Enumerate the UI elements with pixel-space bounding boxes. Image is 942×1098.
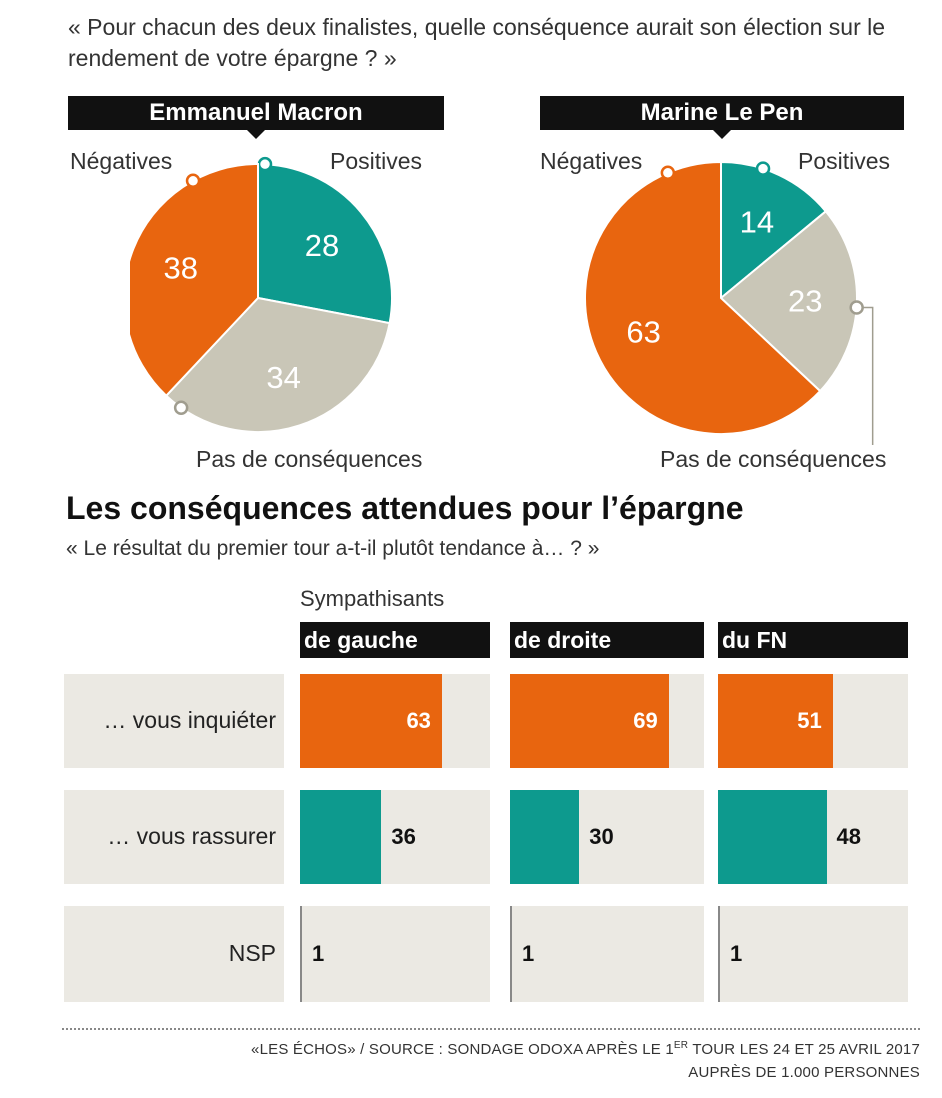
bar: [300, 906, 302, 1002]
column-header-de-droite: de droite: [510, 622, 704, 658]
bar-value: 69: [633, 708, 658, 733]
footer-divider: [62, 1028, 920, 1030]
column-header-de-gauche: de gauche: [300, 622, 490, 658]
bar-value: 63: [406, 708, 431, 733]
survey-question: « Pour chacun des deux finalistes, quell…: [68, 14, 886, 71]
row-label: … vous rassurer: [107, 823, 276, 849]
pie-label-neutral: Pas de conséquences: [660, 446, 887, 472]
pie-value-negatives: 63: [626, 314, 660, 349]
bar: [718, 790, 827, 884]
pie-label-negatives: Négatives: [70, 148, 173, 174]
bar-cell: 1: [510, 906, 704, 1002]
pie-slice-positives: [720, 160, 828, 301]
pie-value-negatives: 38: [164, 250, 198, 285]
bar-cell: 1: [718, 906, 908, 1002]
row-label: … vous inquiéter: [103, 707, 276, 733]
row-label-cell: [64, 906, 284, 1002]
bar-value: 1: [312, 941, 325, 966]
bar-cell: 51: [718, 674, 908, 768]
pie-leader-dot: [257, 156, 273, 172]
pie-leader-dot: [185, 173, 201, 189]
pie-label-neutral: Pas de conséquences: [196, 446, 423, 472]
bar-cell: 1: [300, 906, 490, 1002]
pie-value-positives: 28: [305, 228, 339, 263]
section-title: Les conséquences attendues pour l’épargn…: [66, 490, 744, 526]
bar-value: 48: [836, 824, 861, 849]
row-label-cell: [64, 674, 284, 768]
section-subtitle: « Le résultat du premier tour a-t-il plu…: [66, 537, 600, 560]
source-note-sample: AUPRÈS DE 1.000 PERSONNES: [688, 1064, 920, 1081]
column-header-du-fn: du FN: [718, 622, 908, 658]
bar: [718, 674, 834, 768]
bar: [510, 674, 670, 768]
bar-cell: 36: [300, 790, 490, 884]
pie-value-pas-de-consequences: 34: [266, 360, 300, 395]
pie-label-positives: Positives: [330, 148, 423, 174]
pie-slice-negatives: [584, 160, 822, 435]
pie-value-pas-de-consequences: 23: [788, 284, 822, 319]
bar: [300, 674, 443, 768]
row-label: NSP: [228, 940, 276, 966]
bar: [510, 790, 580, 884]
bar-value: 30: [589, 824, 614, 849]
pie-leader-dot: [173, 400, 189, 416]
pie-value-positives: 14: [740, 205, 774, 240]
pie-slice-pas-de-consequences: [164, 296, 391, 433]
pie-title-macron: Emmanuel Macron: [68, 96, 444, 139]
group-label: Sympathisants: [300, 586, 445, 611]
bar-value: 36: [391, 824, 416, 849]
pie-chart-lepen: 14 23 63: [584, 160, 874, 445]
source-note: «LES ÉCHOS» / SOURCE : SONDAGE ODOXA APR…: [251, 1040, 920, 1058]
pie-leader-dot: [755, 161, 771, 176]
pie-title-lepen: Marine Le Pen: [540, 96, 904, 139]
bar-cell: 48: [718, 790, 908, 884]
bar-value: 1: [522, 941, 535, 966]
pie-leader-line: [862, 306, 874, 445]
pie-chart-macron: 28 34 38: [130, 156, 393, 433]
bar: [510, 906, 512, 1002]
pie-leader-dot: [849, 300, 864, 315]
bar-value: 51: [797, 708, 822, 733]
bar-value: 1: [730, 941, 743, 966]
bar-cell: 69: [510, 674, 704, 768]
pie-label-negatives: Négatives: [540, 148, 643, 174]
pie-label-positives: Positives: [798, 148, 891, 174]
row-label-cell: [64, 790, 284, 884]
pie-slice-positives: [257, 162, 393, 325]
bar: [718, 906, 720, 1002]
pie-leader-dot: [660, 165, 676, 181]
bar-cell: 63: [300, 674, 490, 768]
bar-cell: 30: [510, 790, 704, 884]
bar: [300, 790, 382, 884]
pie-slice-negatives: [130, 162, 259, 398]
